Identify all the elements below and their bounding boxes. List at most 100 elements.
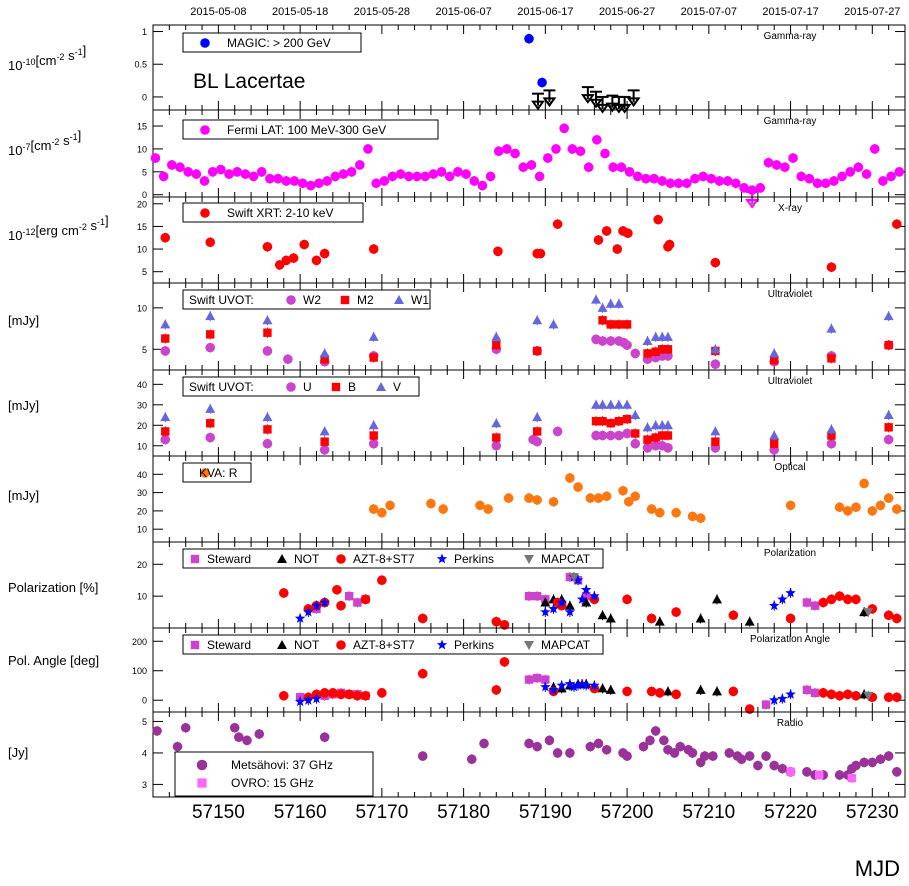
data-point <box>597 430 608 441</box>
legend-marker <box>340 295 350 305</box>
data-point <box>883 311 894 321</box>
y-tick-label: 0.5 <box>134 60 147 70</box>
top-axis-date-label: 2015-06-17 <box>517 6 573 18</box>
data-point <box>336 689 346 700</box>
data-point <box>336 600 346 611</box>
data-point <box>771 160 782 170</box>
data-point <box>622 414 632 424</box>
legend-marker <box>200 468 210 478</box>
series-m2 <box>161 315 893 366</box>
data-point <box>826 438 837 449</box>
legend-label: OVRO: 15 GHz <box>231 776 314 790</box>
data-point <box>724 748 735 758</box>
data-point <box>650 331 661 341</box>
data-point <box>205 403 216 413</box>
data-point <box>622 686 632 697</box>
y-tick-label: 20 <box>137 506 147 516</box>
y-axis-label-part: [mJy] <box>8 488 39 503</box>
x-tick-label: 57210 <box>682 802 735 823</box>
y-axis-label: [mJy] <box>8 313 39 328</box>
data-point <box>540 606 551 617</box>
legend-label: Perkins <box>454 638 494 652</box>
data-point <box>842 689 853 700</box>
data-point <box>659 735 669 746</box>
data-point <box>851 760 861 771</box>
data-point <box>673 178 684 189</box>
legend-marker <box>336 554 346 564</box>
data-point <box>532 495 542 505</box>
data-point <box>785 587 796 598</box>
data-point <box>867 506 878 516</box>
data-point <box>664 239 675 250</box>
data-point <box>206 330 215 339</box>
data-point-head <box>617 103 632 114</box>
data-point <box>172 741 183 752</box>
data-point <box>532 436 542 447</box>
data-point <box>232 167 242 177</box>
data-point <box>311 255 322 266</box>
data-point <box>585 741 596 752</box>
legend-marker <box>436 553 448 564</box>
data-point <box>576 593 588 604</box>
data-point <box>796 171 806 182</box>
data-point <box>892 692 902 703</box>
data-point <box>642 422 653 432</box>
data-point <box>377 688 387 698</box>
data-point <box>518 162 529 173</box>
data-point <box>371 178 381 189</box>
data-point <box>417 751 428 761</box>
data-point <box>761 700 771 709</box>
y-axis-label-part: -1 <box>97 217 105 227</box>
data-point <box>894 167 905 177</box>
data-point <box>892 767 902 777</box>
data-point <box>642 336 653 345</box>
legend: Metsähovi: 37 GHz OVRO: 15 GHz <box>174 751 374 797</box>
legend: Swift UVOT: W2 M2 W1 <box>182 289 431 310</box>
data-point <box>352 690 363 701</box>
legend-marker <box>524 555 534 564</box>
data-point <box>710 426 721 436</box>
data-point <box>303 606 314 617</box>
data-point <box>234 732 244 742</box>
panel-5: 10 20 30 40 Ultraviolet [mJy] Swift UVOT: U B V <box>8 369 906 457</box>
y-tick-label: 3 <box>142 780 147 790</box>
data-point <box>631 429 640 438</box>
legend-marker <box>394 295 404 304</box>
data-point <box>851 502 861 513</box>
series-ovro-15-ghz <box>786 766 857 784</box>
series-azt-8-st7 <box>278 656 902 715</box>
y-axis-label: 10-12[erg cm-2 s-1] <box>8 213 109 243</box>
data-point <box>548 603 559 614</box>
legend-label: MAPCAT <box>541 638 591 652</box>
data-point <box>650 726 661 736</box>
data-point <box>710 359 721 370</box>
data-point <box>892 219 902 229</box>
data-point <box>395 169 406 179</box>
data-point <box>319 688 330 698</box>
y-tick-label: 5 <box>142 717 147 727</box>
data-point <box>728 686 739 697</box>
y-axis-label: 10-7[cm-2 s-1] <box>8 128 81 158</box>
data-point <box>606 419 615 428</box>
data-point <box>532 591 542 601</box>
data-point <box>630 491 641 502</box>
data-point <box>565 572 575 582</box>
legend-label: B <box>348 380 356 394</box>
legend-marker <box>524 641 534 650</box>
data-point <box>254 729 265 739</box>
data-point <box>883 410 894 420</box>
y-axis-label-part: [erg cm <box>35 223 78 238</box>
data-point <box>466 754 477 765</box>
data-point <box>605 684 616 694</box>
data-point <box>368 438 379 449</box>
data-point <box>662 686 673 696</box>
top-axis-date-label: 2015-06-27 <box>599 6 655 18</box>
data-point <box>338 169 349 179</box>
legend-marker <box>376 382 386 391</box>
data-point <box>687 748 698 758</box>
data-point-head <box>531 100 545 111</box>
data-point <box>180 722 191 733</box>
data-point <box>491 418 502 428</box>
data-point <box>859 478 869 489</box>
